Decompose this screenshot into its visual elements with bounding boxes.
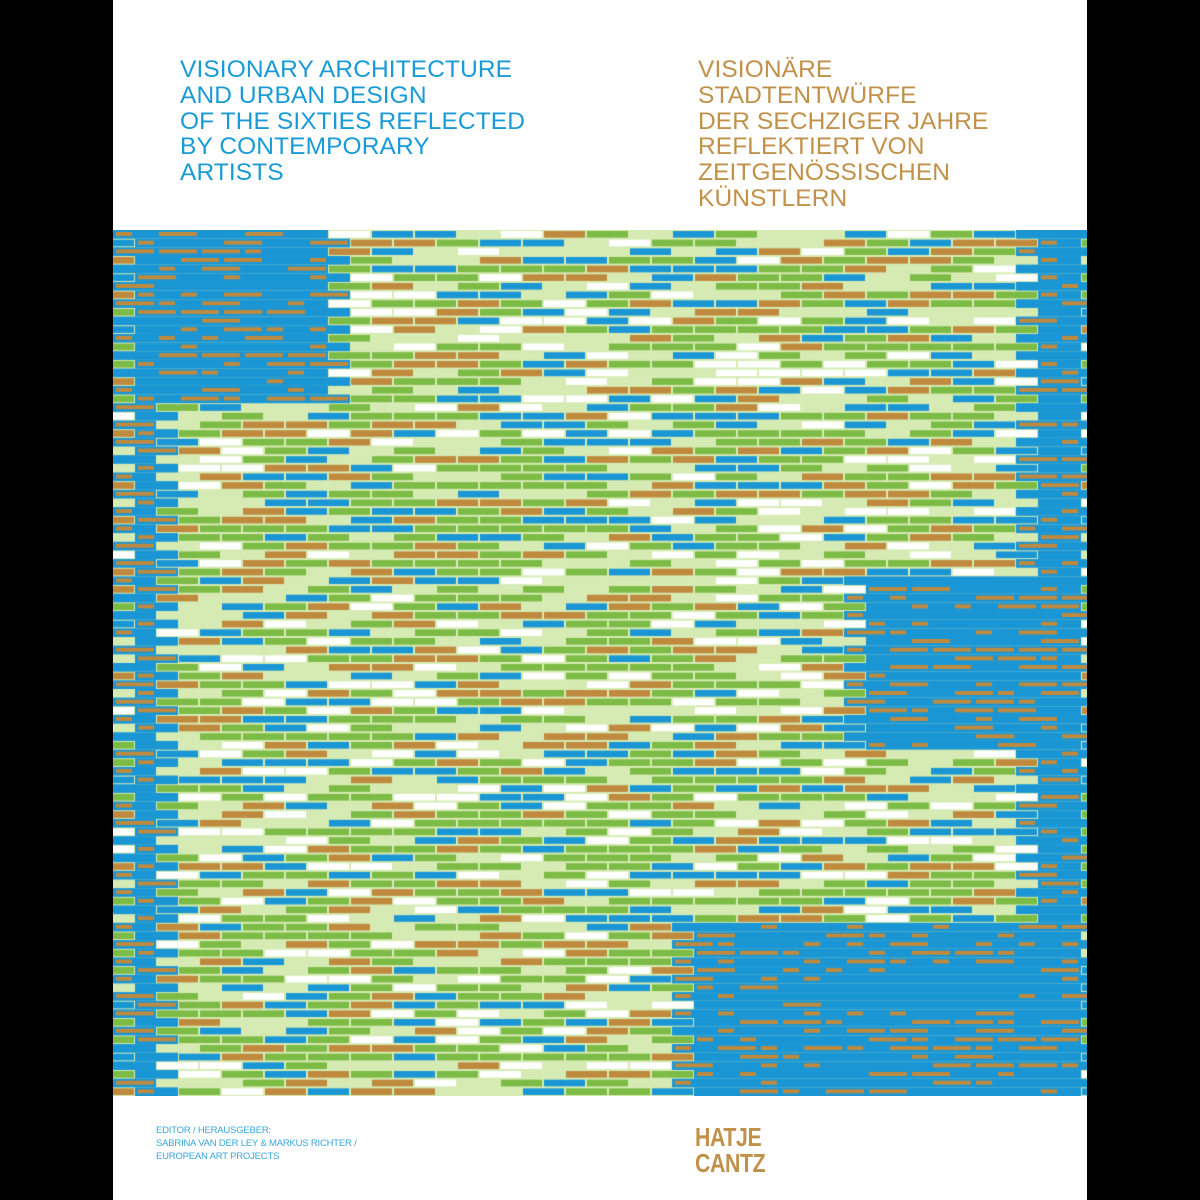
publisher-logo: HATJE CANTZ — [695, 1122, 766, 1178]
editor-credits: EDITOR / HERAUSGEBER: SABRINA VAN DER LE… — [156, 1125, 357, 1162]
title-english: VISIONARY ARCHITECTURE AND URBAN DESIGN … — [180, 56, 526, 187]
title-german: VISIONÄRE STADTENTWÜRFE DER SECHZIGER JA… — [698, 56, 989, 212]
cover-striped-pattern-artwork — [113, 230, 1087, 1096]
book-cover: VISIONARY ARCHITECTURE AND URBAN DESIGN … — [113, 0, 1087, 1200]
